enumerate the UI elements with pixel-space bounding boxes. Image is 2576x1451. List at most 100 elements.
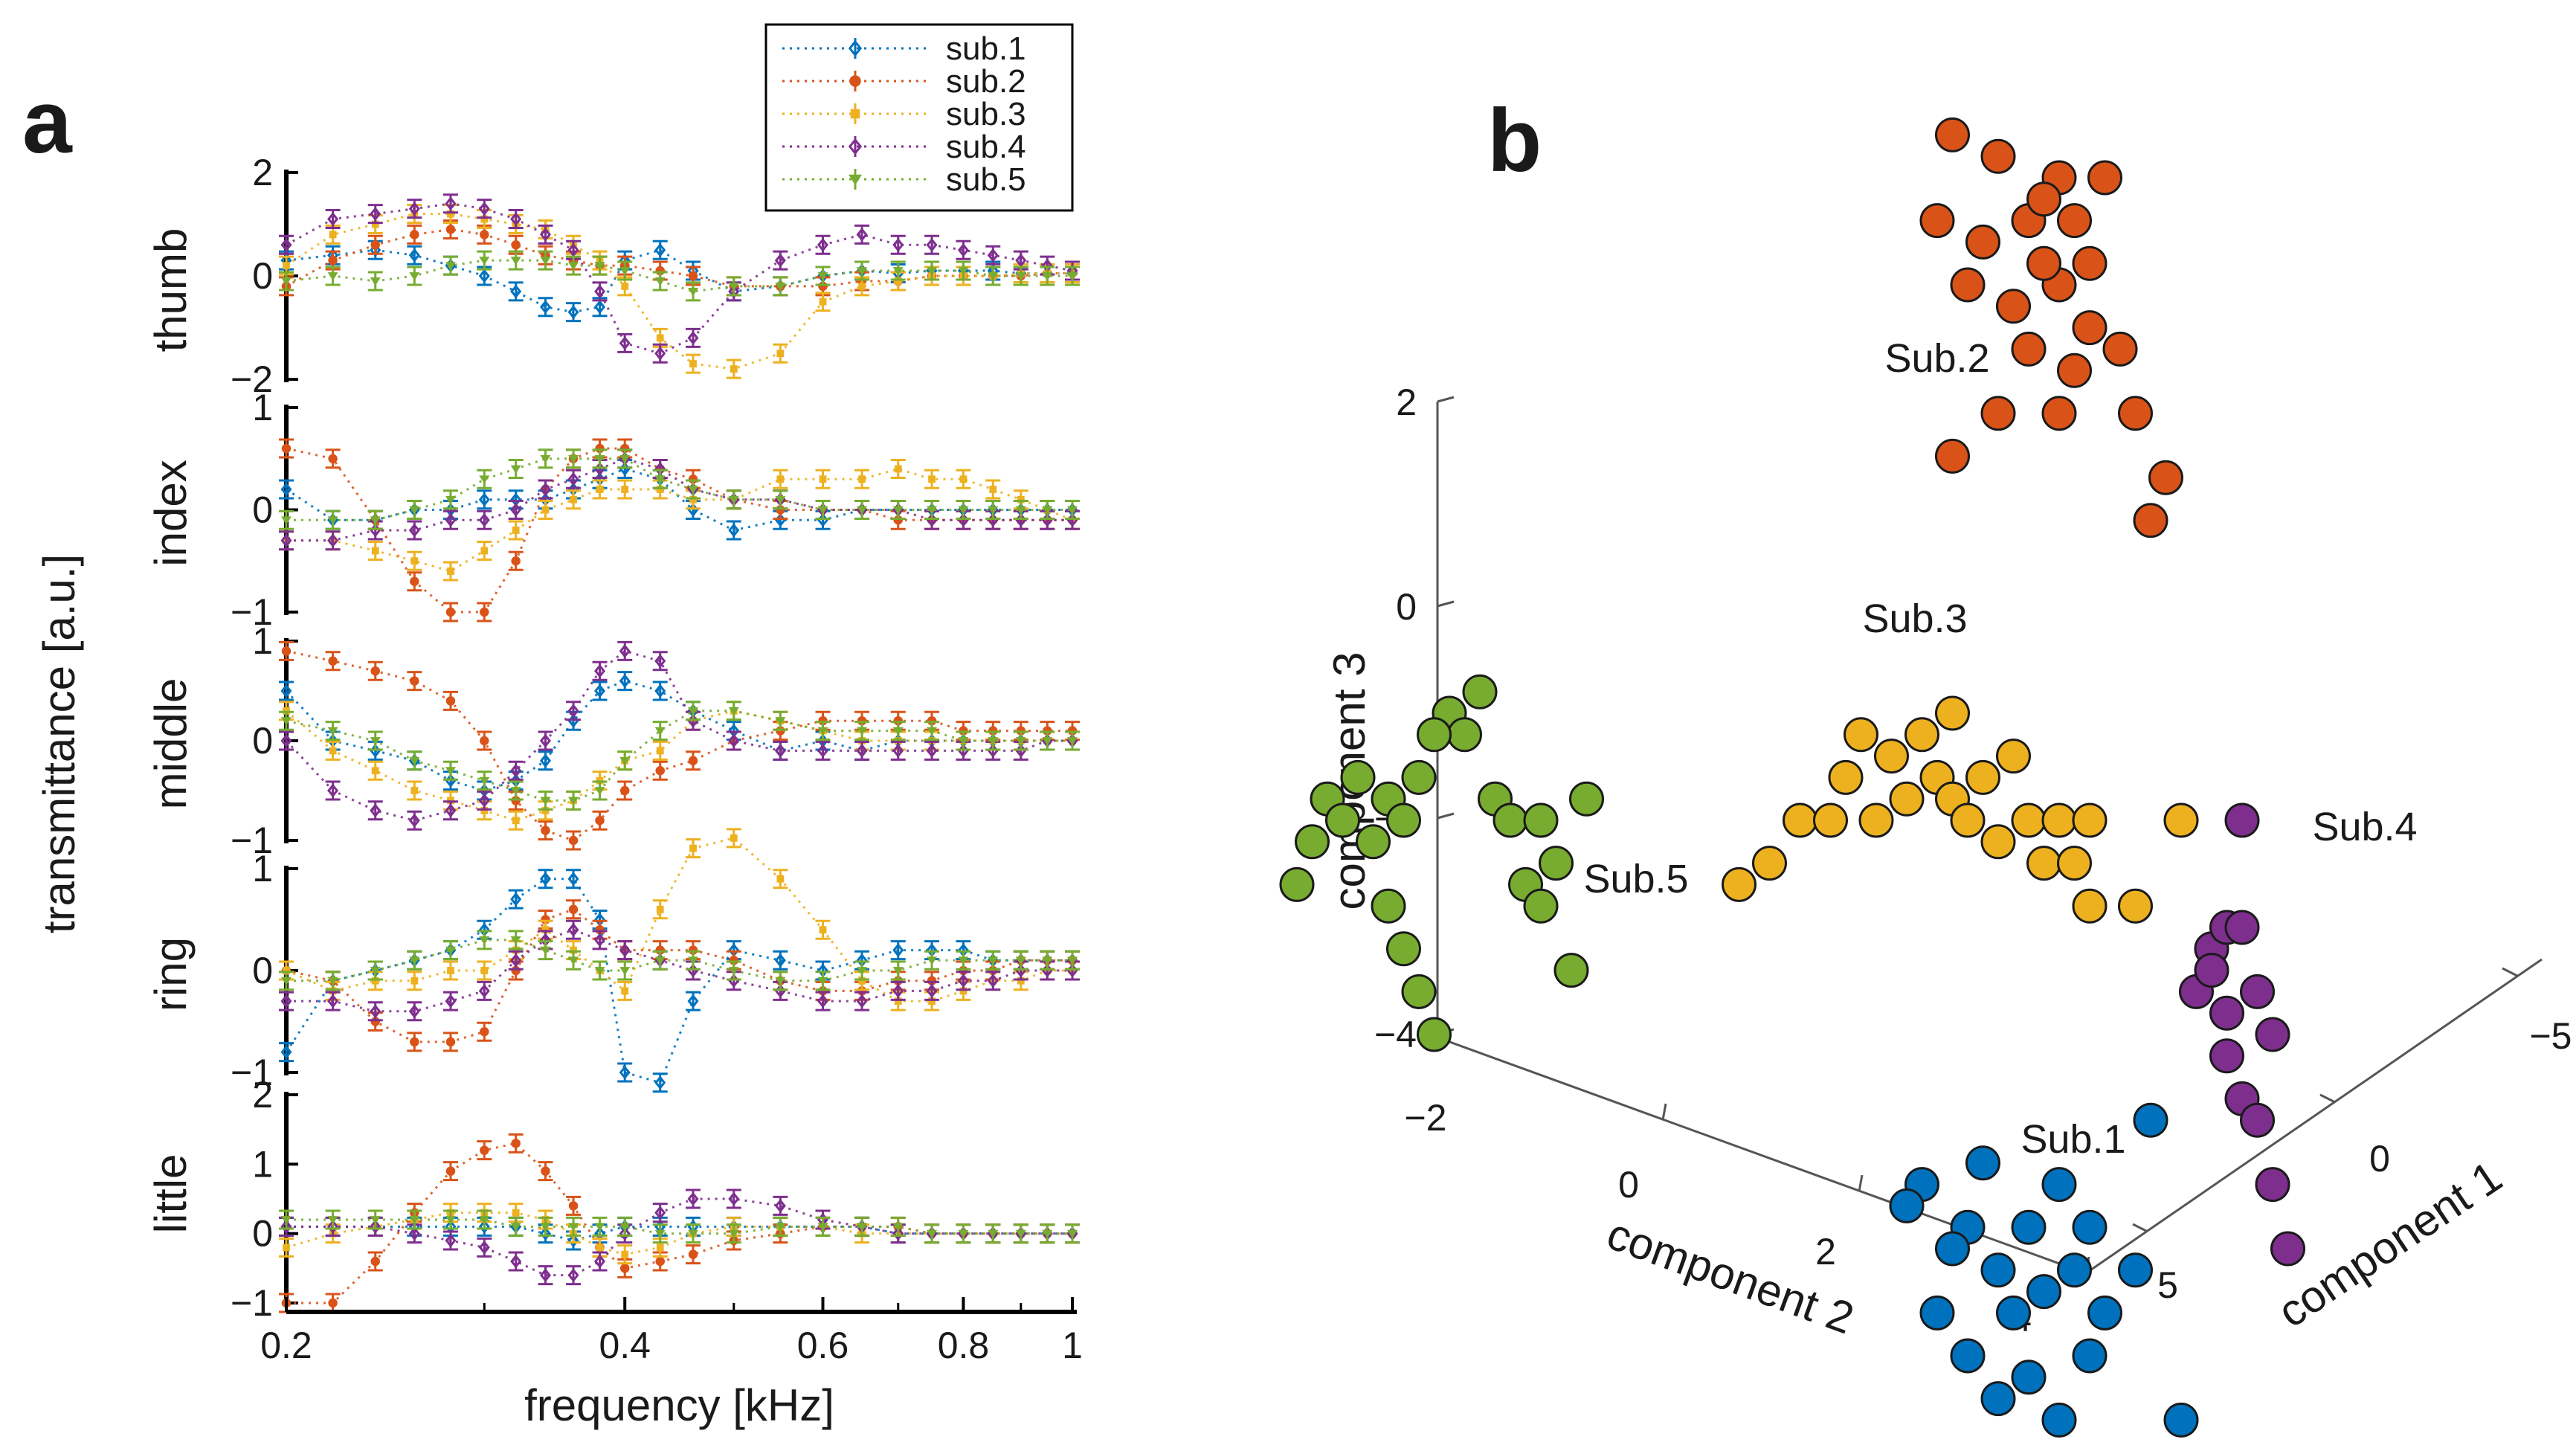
- data-point: [926, 237, 938, 252]
- data-point: [927, 1229, 938, 1238]
- scatter-point: [2255, 1167, 2290, 1203]
- y-tick-label: 2: [252, 152, 273, 193]
- data-point: [656, 905, 664, 913]
- x-tick-label: 1: [1062, 1325, 1083, 1366]
- data-point: [281, 516, 292, 525]
- scatter-point: [1447, 717, 1482, 753]
- data-point: [568, 835, 579, 846]
- data-point: [511, 556, 521, 566]
- data-point: [445, 495, 456, 505]
- data-point: [775, 495, 786, 505]
- y-tick-label: 0: [252, 720, 273, 762]
- scatter-point: [2240, 974, 2275, 1009]
- data-point: [370, 1004, 381, 1019]
- series-line: [286, 447, 1072, 614]
- data-point: [1015, 272, 1026, 281]
- cluster-sub1: Sub.1: [1889, 1102, 2199, 1438]
- legend-marker: [849, 174, 862, 186]
- series-sub5: [279, 701, 1080, 811]
- data-point: [539, 1268, 552, 1283]
- data-point: [687, 994, 699, 1008]
- data-point: [478, 1219, 490, 1234]
- data-point: [408, 1226, 420, 1241]
- data-point: [688, 707, 699, 716]
- data-point: [370, 1219, 381, 1234]
- data-point: [281, 443, 292, 454]
- data-point: [988, 737, 999, 746]
- scatter-point: [2026, 846, 2061, 881]
- data-point: [445, 767, 456, 776]
- series-line: [286, 467, 1072, 532]
- series-line: [286, 457, 1072, 542]
- data-point: [655, 1256, 665, 1267]
- data-point: [510, 503, 522, 517]
- data-point: [594, 454, 605, 464]
- series-sub4: [279, 193, 1080, 364]
- data-point: [654, 475, 666, 484]
- subplot-little: 2 1 0 −1 little: [146, 1074, 1080, 1324]
- data-point: [774, 953, 786, 968]
- scatter-point: [2148, 460, 2183, 495]
- scatter-point: [2118, 1252, 2153, 1288]
- data-point: [594, 284, 606, 299]
- scatter-point: [2118, 396, 2153, 431]
- data-point: [817, 727, 828, 736]
- scatter-point: [1371, 888, 1406, 924]
- series-sub2: [279, 1133, 1080, 1313]
- data-point: [654, 683, 666, 698]
- data-point: [510, 465, 521, 474]
- data-point: [688, 486, 699, 495]
- data-point: [570, 946, 577, 954]
- legend-label: sub.2: [946, 63, 1026, 100]
- scatter-point: [2057, 353, 2092, 388]
- data-point: [594, 967, 605, 976]
- series-sub4: [279, 448, 1080, 551]
- data-point: [656, 334, 664, 342]
- component1-tick: [2502, 967, 2518, 977]
- series-line: [286, 649, 1072, 842]
- data-point: [894, 997, 902, 1005]
- scatter-point: [2057, 846, 2092, 881]
- data-point: [1067, 506, 1078, 515]
- data-point: [480, 1026, 489, 1037]
- legend-entry-sub2: sub.2: [782, 63, 1026, 100]
- data-point: [409, 1216, 420, 1225]
- data-point: [512, 1209, 520, 1217]
- data-point: [619, 674, 631, 689]
- data-point: [283, 967, 290, 974]
- component2-tick-label: 2: [1815, 1231, 1836, 1273]
- data-point: [478, 793, 490, 808]
- data-point: [281, 277, 292, 286]
- subplot-thumb: 2 0 −2 thumb: [146, 152, 1080, 400]
- component2-tick-label: 0: [1618, 1164, 1639, 1206]
- cluster-label: Sub.5: [1583, 857, 1688, 901]
- cluster-label: Sub.2: [1884, 336, 1989, 381]
- data-point: [775, 717, 786, 726]
- series-line: [286, 837, 1072, 1003]
- y-tick-label: 1: [252, 620, 273, 662]
- data-point: [539, 753, 552, 768]
- data-point: [892, 1226, 904, 1241]
- data-point: [817, 1223, 828, 1232]
- data-point: [510, 257, 521, 266]
- data-point: [927, 956, 938, 965]
- scatter-point: [1950, 1338, 1986, 1374]
- scatter-point: [1889, 781, 1925, 817]
- data-point: [281, 1216, 292, 1225]
- data-point: [688, 1229, 699, 1238]
- data-point: [539, 733, 552, 748]
- data-point: [568, 1223, 579, 1232]
- series-sub2: [279, 899, 1080, 1052]
- data-point: [595, 815, 605, 826]
- data-point: [568, 262, 579, 271]
- data-point: [370, 240, 380, 250]
- scatter-point: [1783, 802, 1817, 838]
- scatter-point: [2270, 1231, 2305, 1267]
- data-point: [892, 943, 904, 958]
- x-tick-label: 0.2: [260, 1325, 312, 1366]
- data-point: [539, 872, 552, 887]
